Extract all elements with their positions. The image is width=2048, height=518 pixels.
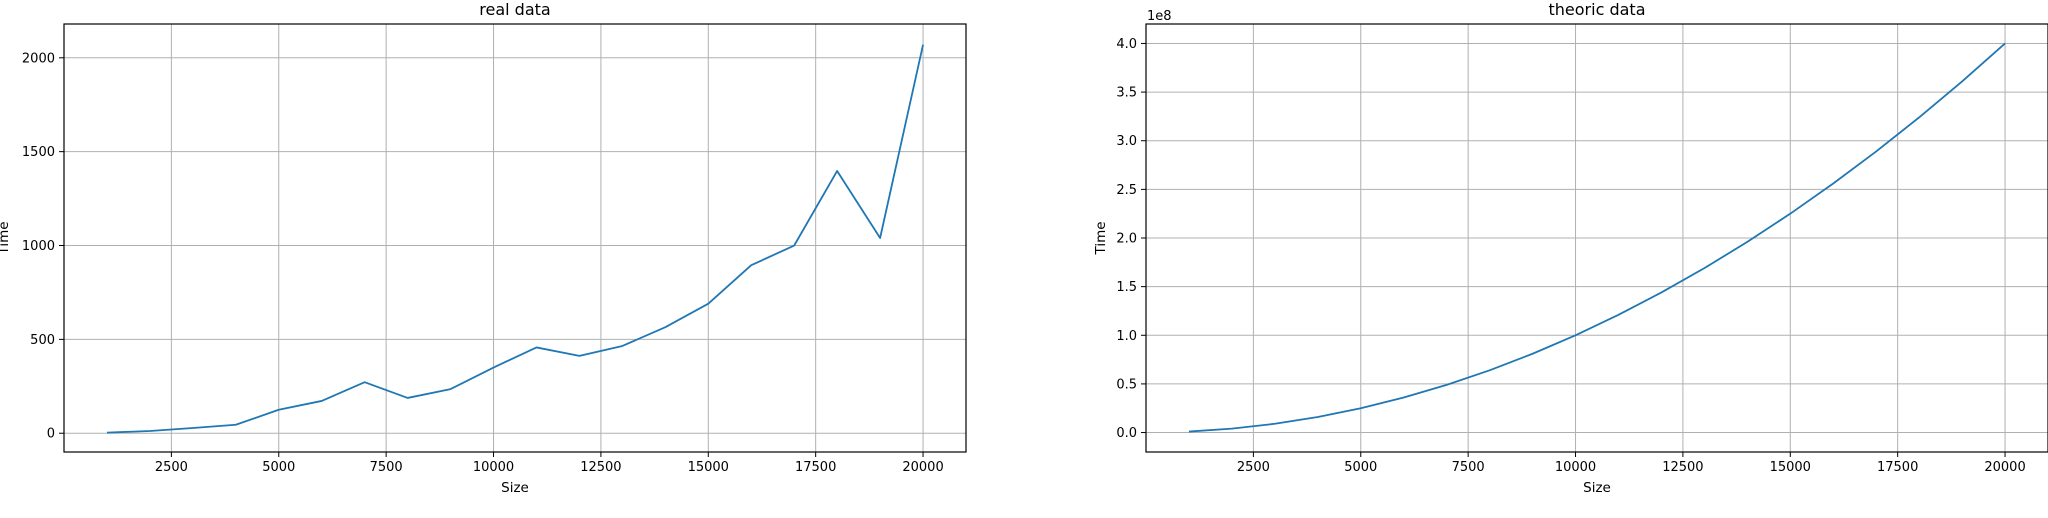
y-tick-label: 2.5 [1116, 183, 1137, 198]
y-tick-label: 2.0 [1116, 232, 1137, 247]
x-tick-label: 12500 [580, 460, 621, 475]
x-tick-label: 15000 [1770, 460, 1811, 475]
x-tick-label: 10000 [1555, 460, 1596, 475]
x-tick-label: 17500 [1877, 460, 1918, 475]
plot-frame [1145, 23, 2048, 453]
chart-theoric-data: theoric data Size Time 1e8 2500 5000 7500 1… [1093, 0, 2048, 496]
y-tick-label: 1000 [22, 239, 55, 254]
chart-title: real data [479, 0, 550, 19]
x-tick-label: 5000 [1344, 460, 1377, 475]
x-tick-label: 2500 [1237, 460, 1270, 475]
y-tick-label: 0 [47, 427, 55, 442]
x-tick-label: 7500 [370, 460, 403, 475]
y-tick-label: 2000 [22, 51, 55, 66]
x-tick-label: 17500 [795, 460, 836, 475]
y-tick-label: 0.0 [1116, 426, 1137, 441]
y-tick-label: 3.0 [1116, 134, 1137, 149]
x-tick-label: 5000 [262, 460, 295, 475]
y-axis-label: Time [1093, 221, 1109, 255]
y-axis-label: Time [0, 221, 12, 255]
y-tick-label: 1.5 [1116, 280, 1137, 295]
y-tick-label: 4.0 [1116, 37, 1137, 52]
x-tick-label: 15000 [688, 460, 729, 475]
chart-title: theoric data [1549, 0, 1646, 19]
x-tick-label: 20000 [902, 460, 943, 475]
y-tick-label: 500 [30, 333, 55, 348]
y-tick-label: 1500 [22, 145, 55, 160]
x-axis-label: Size [1583, 480, 1611, 496]
series-line [1188, 42, 2006, 433]
y-tick-label: 0.5 [1116, 377, 1137, 392]
x-tick-label: 2500 [155, 460, 188, 475]
plot-frame [63, 23, 967, 453]
y-tick-label: 1.0 [1116, 329, 1137, 344]
offset-text: 1e8 [1147, 9, 1172, 24]
x-tick-label: 20000 [1984, 460, 2025, 475]
x-axis-label: Size [501, 480, 529, 496]
x-tick-label: 7500 [1452, 460, 1485, 475]
x-tick-label: 12500 [1662, 460, 1703, 475]
series-line [106, 44, 924, 434]
y-tick-label: 3.5 [1116, 86, 1137, 101]
chart-real-data: real data Size Time 2500 5000 7500 10000 125… [0, 0, 967, 496]
x-tick-label: 10000 [473, 460, 514, 475]
